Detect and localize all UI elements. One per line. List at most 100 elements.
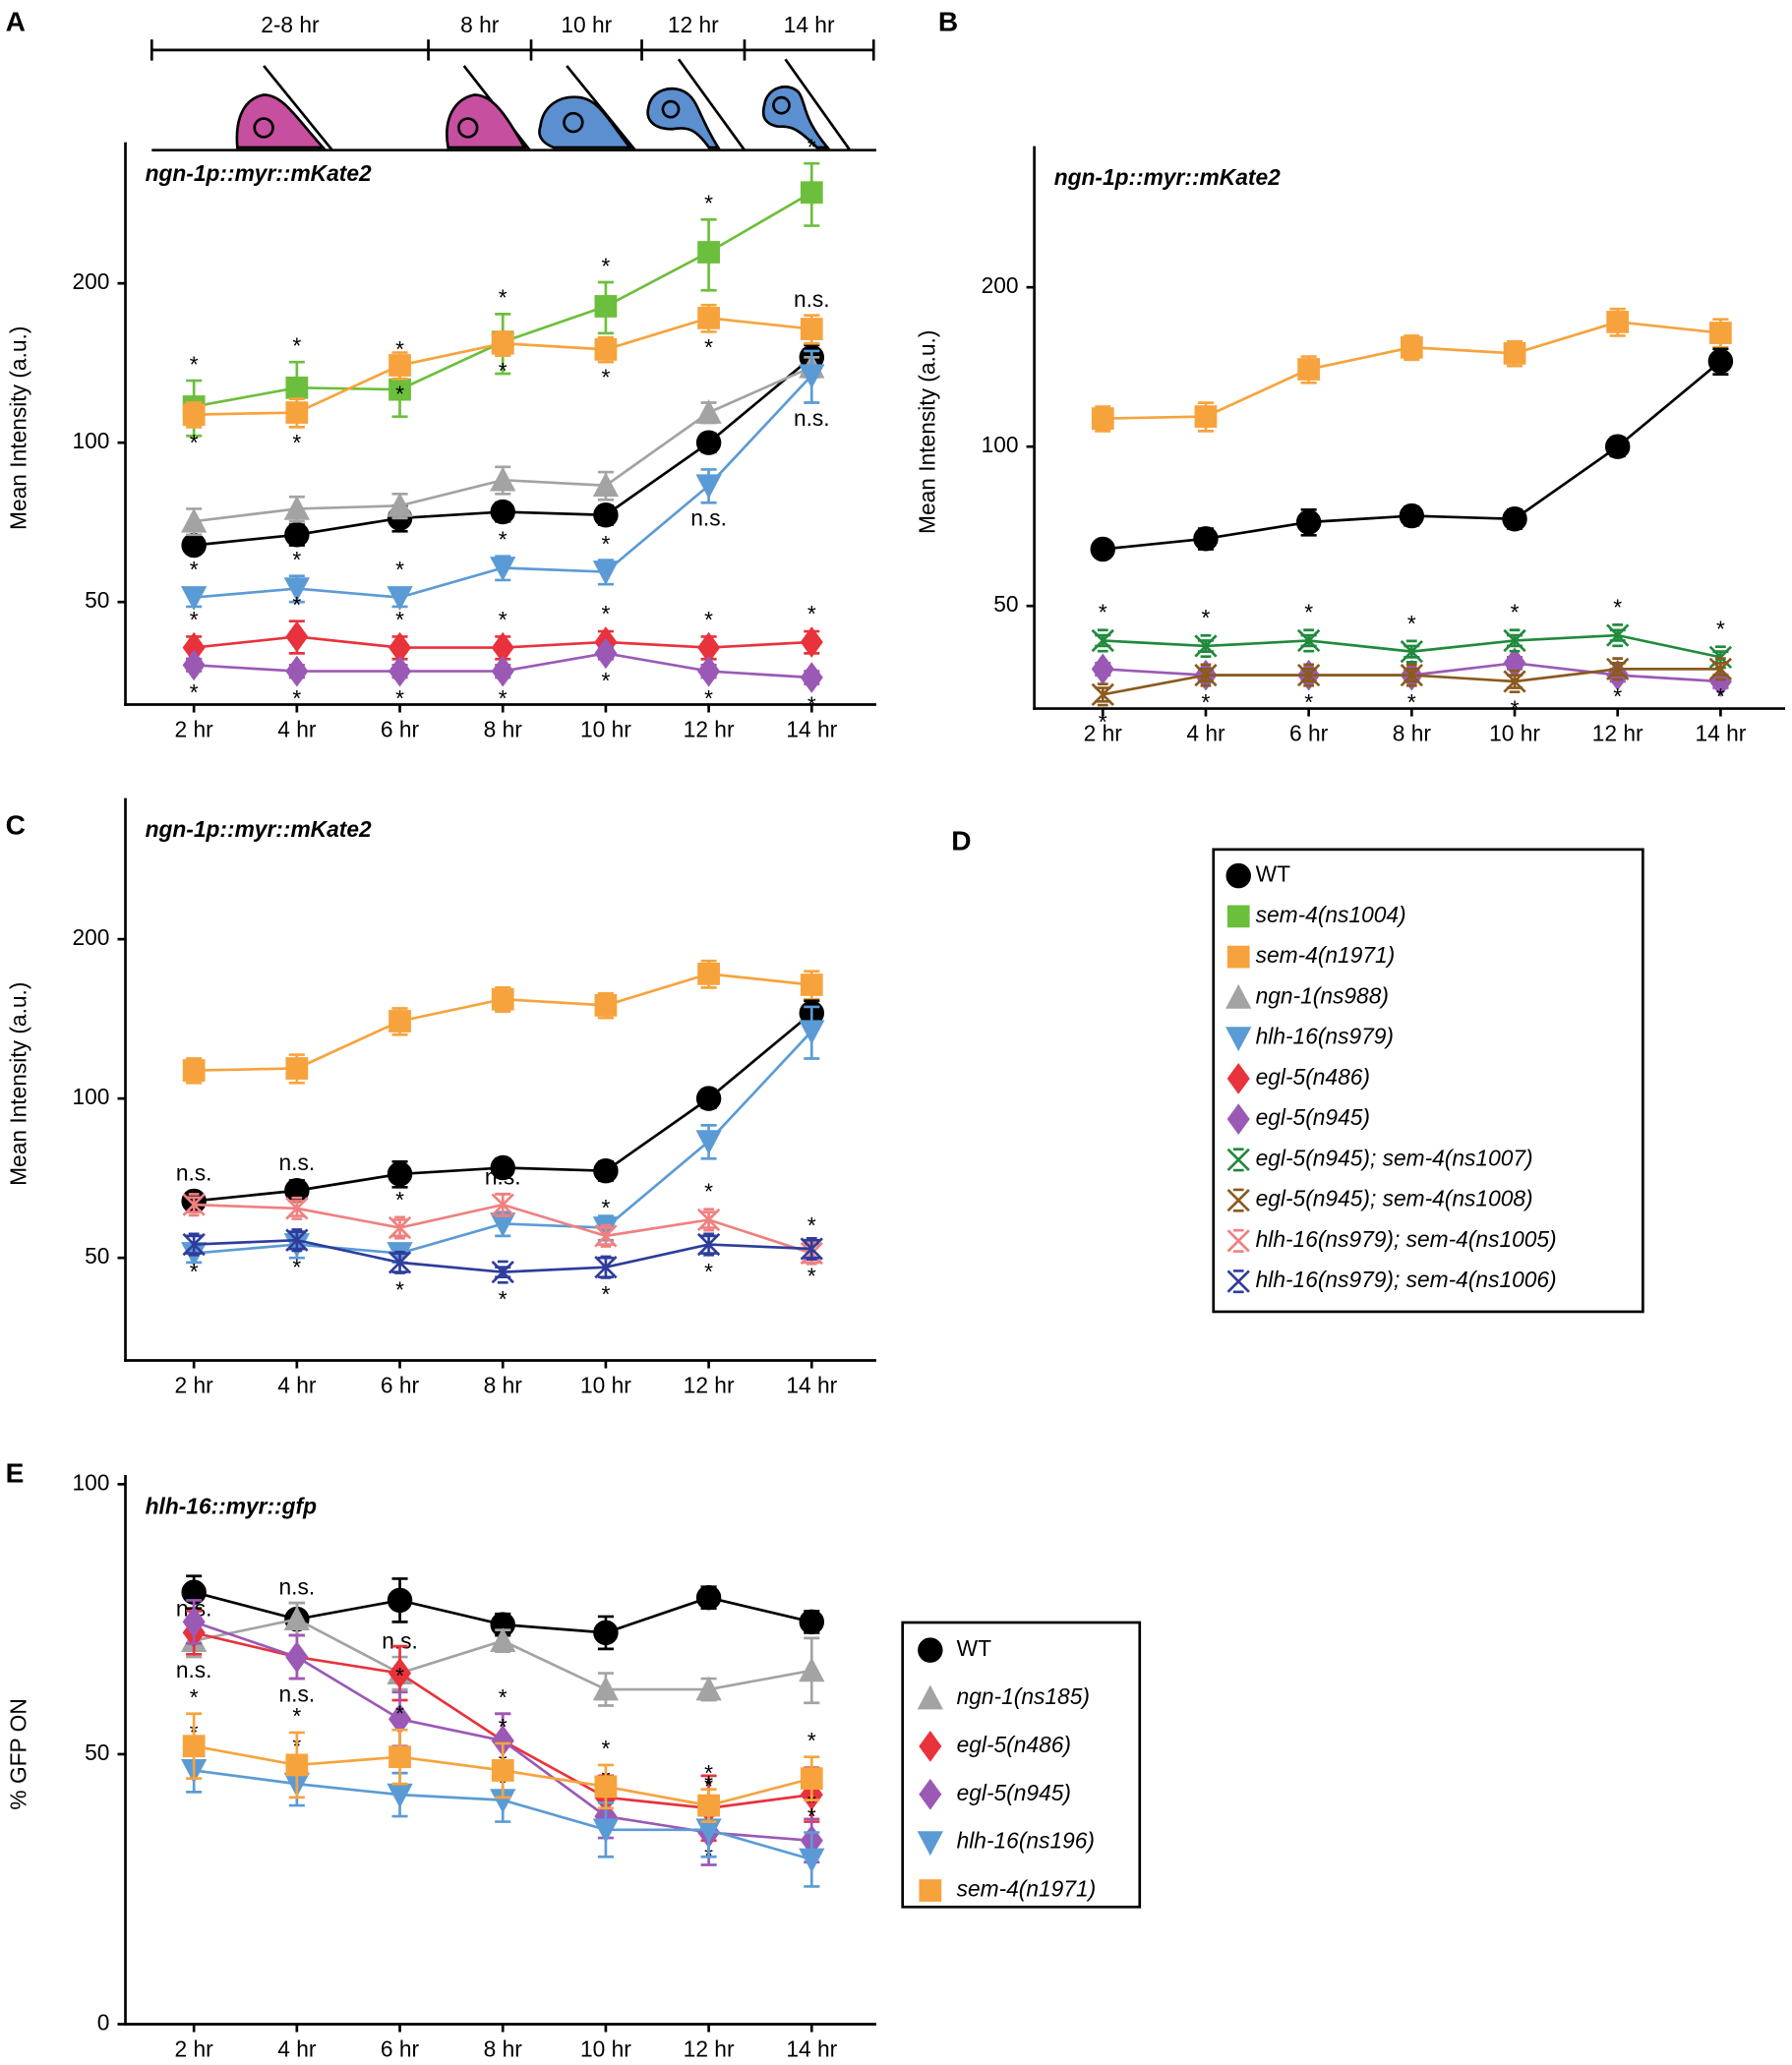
marker	[1091, 407, 1114, 431]
marker	[1225, 1027, 1252, 1052]
significance-label: *	[292, 1255, 301, 1280]
marker	[491, 987, 514, 1011]
marker	[1226, 905, 1250, 928]
significance-label: *	[292, 547, 301, 572]
marker	[285, 401, 309, 424]
panel-letter: D	[951, 826, 971, 856]
panel-letter: B	[938, 7, 958, 37]
significance-label: *	[190, 1684, 199, 1710]
marker	[1400, 639, 1423, 664]
series	[180, 349, 825, 612]
marker	[387, 586, 413, 612]
significance-label: *	[190, 430, 199, 455]
marker	[1606, 623, 1630, 648]
significance-label: *	[1407, 689, 1416, 715]
marker	[1707, 348, 1734, 375]
marker	[697, 241, 720, 264]
significance-label: *	[1407, 611, 1416, 636]
significance-label: *	[395, 382, 404, 407]
marker	[490, 1627, 516, 1652]
significance-label: *	[807, 1728, 816, 1753]
significance-label: *	[1511, 695, 1520, 721]
y-tick-label: 100	[72, 1469, 109, 1495]
marker	[182, 649, 206, 681]
marker	[1503, 669, 1526, 694]
legend-label: WT	[1256, 861, 1290, 887]
marker	[182, 1735, 206, 1758]
marker	[1226, 1063, 1250, 1094]
marker	[800, 662, 823, 693]
significance-label: *	[601, 601, 610, 626]
significance-label: *	[395, 336, 404, 362]
panel-letter: A	[6, 7, 26, 37]
series	[181, 999, 825, 1214]
legend-label: sem-4(ns1004)	[1256, 902, 1406, 927]
marker	[1399, 502, 1425, 529]
significance-label: *	[499, 1286, 508, 1312]
marker	[1708, 657, 1733, 681]
significance-label: *	[704, 1760, 713, 1786]
marker	[594, 338, 618, 361]
marker	[697, 1794, 720, 1817]
significance-label: *	[395, 557, 404, 582]
x-tick-label: 6 hr	[1289, 720, 1329, 745]
marker	[799, 1848, 825, 1873]
marker	[799, 364, 825, 389]
marker	[697, 307, 720, 329]
x-tick-label: 14 hr	[786, 716, 837, 741]
marker	[594, 1255, 618, 1279]
significance-label: *	[292, 430, 301, 455]
y-tick-label: 100	[72, 428, 109, 453]
marker	[388, 1010, 411, 1032]
marker	[180, 507, 208, 533]
marker	[1193, 526, 1219, 552]
y-tick-label: 50	[993, 591, 1018, 617]
marker	[285, 376, 309, 399]
marker	[491, 655, 514, 687]
marker	[387, 1161, 413, 1187]
marker	[182, 1059, 206, 1082]
significance-label: n.s.	[176, 1160, 212, 1186]
marker	[1225, 862, 1251, 889]
marker	[695, 474, 722, 500]
x-tick-label: 8 hr	[484, 1372, 523, 1397]
significance-label: *	[704, 191, 713, 216]
x-tick-label: 12 hr	[684, 716, 735, 741]
significance-label: *	[190, 351, 199, 377]
marker	[1090, 536, 1115, 562]
x-tick-label: 2 hr	[175, 1372, 214, 1397]
legend-label: egl-5(n945)	[1256, 1104, 1370, 1130]
marker	[800, 181, 823, 205]
series	[182, 637, 823, 693]
marker	[594, 637, 618, 670]
marker	[696, 1232, 721, 1257]
series	[182, 303, 823, 429]
timeline-label: 12 hr	[668, 12, 719, 37]
significance-label: *	[601, 531, 610, 557]
marker	[800, 1236, 823, 1262]
significance-label: *	[807, 1790, 816, 1815]
legend-label: ngn-1(ns185)	[957, 1683, 1090, 1709]
legend-label: hlh-16(ns979); sem-4(ns1005)	[1256, 1226, 1557, 1252]
significance-label: *	[601, 253, 610, 278]
significance-label: *	[1716, 683, 1725, 709]
marker	[283, 577, 311, 603]
timeline-label: 8 hr	[460, 12, 500, 37]
legend-label: hlh-16(ns979); sem-4(ns1006)	[1256, 1267, 1557, 1292]
series	[1091, 623, 1733, 670]
marker	[594, 1775, 618, 1799]
legend-label: hlh-16(ns196)	[957, 1828, 1095, 1854]
x-tick-label: 2 hr	[1084, 720, 1123, 745]
significance-label: *	[1202, 689, 1211, 715]
marker	[919, 1879, 942, 1902]
marker	[1606, 657, 1630, 681]
marker	[697, 962, 720, 985]
marker	[1194, 405, 1218, 428]
significance-label: *	[395, 685, 404, 711]
significance-label: *	[1716, 617, 1725, 642]
y-tick-label: 200	[982, 272, 1019, 298]
legend-label: WT	[957, 1635, 991, 1661]
x-tick-label: 6 hr	[381, 716, 420, 741]
y-axis-label: Mean Intensity (a.u.)	[5, 982, 30, 1186]
marker	[491, 1193, 514, 1217]
